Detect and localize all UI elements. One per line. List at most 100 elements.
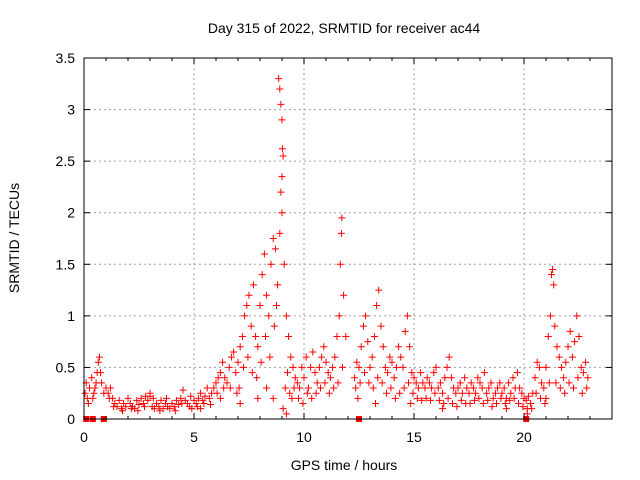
data-point (578, 389, 586, 397)
data-point (533, 358, 541, 366)
data-point (413, 394, 421, 402)
data-point (203, 384, 211, 392)
data-point (137, 394, 145, 402)
data-point (339, 363, 346, 371)
data-point (277, 188, 285, 196)
data-point (406, 343, 414, 351)
data-point (579, 369, 587, 377)
data-point (465, 389, 473, 397)
data-point (308, 394, 316, 402)
data-point (444, 394, 452, 402)
data-point (122, 403, 130, 411)
data-point (538, 379, 546, 387)
data-point (515, 400, 522, 408)
data-point (372, 400, 379, 408)
data-point (220, 384, 228, 392)
data-point (201, 392, 209, 400)
data-point (194, 394, 202, 402)
data-point (453, 403, 461, 411)
data-point (303, 389, 311, 397)
data-point (556, 384, 564, 392)
data-point (293, 379, 301, 387)
data-point (338, 214, 346, 222)
data-point (577, 363, 585, 371)
data-point (506, 396, 514, 404)
data-point (527, 400, 535, 408)
data-point (562, 358, 570, 366)
data-point (418, 396, 426, 404)
data-point (399, 363, 407, 371)
data-point (94, 358, 102, 366)
data-point (240, 363, 247, 371)
data-point (257, 358, 265, 366)
data-point (230, 348, 238, 356)
data-point (249, 281, 257, 289)
data-point (205, 394, 213, 402)
data-point (277, 100, 285, 108)
data-point (427, 396, 434, 404)
data-point (412, 379, 420, 387)
data-point (311, 369, 319, 377)
x-tick-label: 10 (296, 429, 312, 445)
data-point (417, 369, 425, 377)
data-point (428, 384, 436, 392)
data-point (307, 363, 315, 371)
data-point (491, 389, 499, 397)
data-point (219, 358, 227, 366)
data-point (432, 363, 440, 371)
data-point (397, 353, 405, 361)
data-point (313, 379, 321, 387)
data-point (115, 396, 123, 404)
data-point (383, 389, 390, 397)
data-point (234, 358, 242, 366)
axis-ticks: 0 0.5 1 1.5 2 2.5 3 3.5 0 5 10 15 20 (56, 50, 613, 445)
data-point (157, 396, 165, 404)
data-point (535, 363, 543, 371)
data-point (290, 384, 298, 392)
data-point (545, 379, 553, 387)
data-point (400, 384, 408, 392)
data-point (295, 394, 302, 402)
data-point (227, 353, 235, 361)
data-point (254, 394, 262, 402)
data-point (216, 394, 224, 402)
data-point (505, 379, 513, 387)
data-point (357, 343, 365, 351)
data-point (278, 116, 286, 124)
data-point (267, 260, 275, 268)
data-point (119, 407, 126, 415)
data-point (548, 271, 555, 279)
data-point (584, 374, 592, 382)
data-point (278, 173, 286, 181)
data-point (471, 396, 478, 404)
data-point (566, 327, 574, 335)
data-point (170, 403, 178, 411)
data-point (238, 332, 246, 340)
data-point (340, 291, 348, 299)
data-point (407, 400, 415, 408)
data-point (541, 400, 549, 408)
data-point (359, 322, 367, 330)
data-point (364, 338, 372, 346)
data-point (500, 384, 508, 392)
data-point (553, 343, 561, 351)
data-point (213, 389, 221, 397)
data-point (252, 332, 260, 340)
y-tick-label: 0.5 (56, 359, 76, 375)
data-point (421, 384, 429, 392)
data-point (551, 322, 559, 330)
data-point (232, 369, 240, 377)
data-point (379, 343, 387, 351)
data-point (557, 363, 565, 371)
data-point (447, 374, 455, 382)
data-point (575, 332, 583, 340)
data-point (212, 379, 220, 387)
data-point (300, 374, 308, 382)
data-point (570, 384, 577, 392)
data-point (445, 353, 453, 361)
data-point (284, 369, 291, 377)
data-point (197, 389, 205, 397)
data-point (260, 250, 268, 258)
data-point (375, 286, 383, 294)
